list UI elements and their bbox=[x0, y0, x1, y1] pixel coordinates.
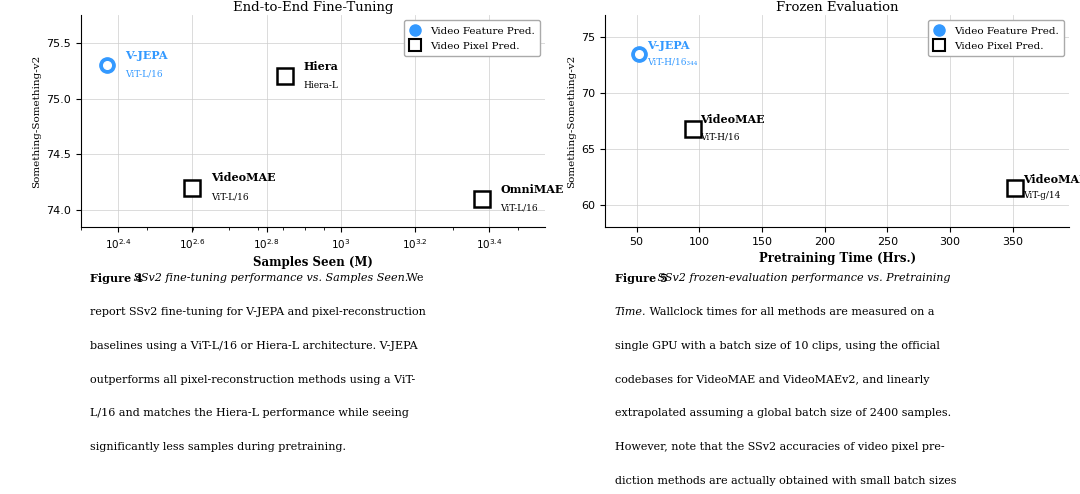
Title: Frozen Evaluation: Frozen Evaluation bbox=[775, 0, 899, 14]
Text: Figure 5: Figure 5 bbox=[615, 273, 667, 284]
Text: Figure 4: Figure 4 bbox=[91, 273, 143, 284]
Legend: Video Feature Pred., Video Pixel Pred.: Video Feature Pred., Video Pixel Pred. bbox=[404, 20, 540, 56]
Y-axis label: Something-Something-v2: Something-Something-v2 bbox=[31, 54, 41, 188]
Text: SSv2 fine-tuning performance vs. Samples Seen.: SSv2 fine-tuning performance vs. Samples… bbox=[130, 273, 408, 283]
Text: ViT-L/16: ViT-L/16 bbox=[125, 70, 163, 79]
Text: VideoMAE: VideoMAE bbox=[211, 172, 275, 183]
Text: outperforms all pixel-reconstruction methods using a ViT-: outperforms all pixel-reconstruction met… bbox=[91, 374, 416, 384]
Text: L/16 and matches the Hiera-L performance while seeing: L/16 and matches the Hiera-L performance… bbox=[91, 409, 409, 418]
Text: baselines using a ViT-L/16 or Hiera-L architecture. V-JEPA: baselines using a ViT-L/16 or Hiera-L ar… bbox=[91, 341, 418, 351]
Text: report SSv2 fine-tuning for V-JEPA and pixel-reconstruction: report SSv2 fine-tuning for V-JEPA and p… bbox=[91, 307, 427, 317]
Text: VideoMAEv2: VideoMAEv2 bbox=[1023, 173, 1080, 185]
Text: significantly less samples during pretraining.: significantly less samples during pretra… bbox=[91, 442, 347, 453]
Text: Hiera: Hiera bbox=[303, 61, 338, 72]
Text: V-JEPA: V-JEPA bbox=[125, 49, 168, 61]
Text: diction methods are actually obtained with small batch sizes: diction methods are actually obtained wi… bbox=[615, 476, 956, 486]
Title: End-to-End Fine-Tuning: End-to-End Fine-Tuning bbox=[233, 0, 393, 14]
Text: SSv2 frozen-evaluation performance vs. Pretraining: SSv2 frozen-evaluation performance vs. P… bbox=[654, 273, 950, 283]
Text: Time.: Time. bbox=[615, 307, 646, 317]
Y-axis label: Something-Something-v2: Something-Something-v2 bbox=[567, 54, 576, 188]
Text: ViT-L/16: ViT-L/16 bbox=[211, 193, 248, 202]
Text: VideoMAE: VideoMAE bbox=[701, 115, 765, 125]
X-axis label: Samples Seen (M): Samples Seen (M) bbox=[253, 256, 373, 269]
Text: Hiera-L: Hiera-L bbox=[303, 81, 338, 90]
Text: single GPU with a batch size of 10 clips, using the official: single GPU with a batch size of 10 clips… bbox=[615, 341, 940, 351]
Text: V-JEPA: V-JEPA bbox=[647, 40, 689, 50]
Text: ViT-H/16: ViT-H/16 bbox=[701, 132, 740, 141]
X-axis label: Pretraining Time (Hrs.): Pretraining Time (Hrs.) bbox=[758, 252, 916, 265]
Text: ViT-L/16: ViT-L/16 bbox=[500, 204, 538, 212]
Text: extrapolated assuming a global batch size of 2400 samples.: extrapolated assuming a global batch siz… bbox=[615, 409, 950, 418]
Text: codebases for VideoMAE and VideoMAEv2, and linearly: codebases for VideoMAE and VideoMAEv2, a… bbox=[615, 374, 929, 384]
Text: We: We bbox=[404, 273, 424, 283]
Text: ViT-H/16₃₄₄: ViT-H/16₃₄₄ bbox=[647, 57, 697, 66]
Text: Wallclock times for all methods are measured on a: Wallclock times for all methods are meas… bbox=[646, 307, 934, 317]
Text: ViT-g/14: ViT-g/14 bbox=[1023, 191, 1061, 200]
Text: OmniMAE: OmniMAE bbox=[500, 184, 564, 195]
Text: However, note that the SSv2 accuracies of video pixel pre-: However, note that the SSv2 accuracies o… bbox=[615, 442, 944, 453]
Legend: Video Feature Pred., Video Pixel Pred.: Video Feature Pred., Video Pixel Pred. bbox=[928, 20, 1064, 56]
